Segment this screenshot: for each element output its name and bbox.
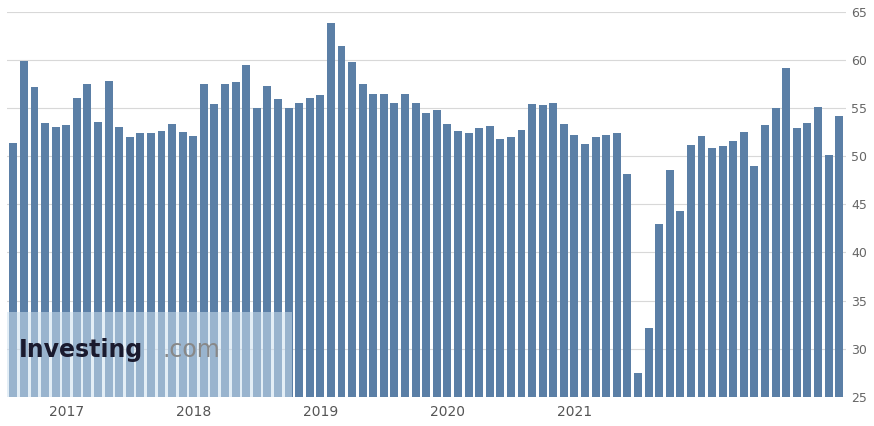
Bar (782, 68, 790, 426)
Bar (549, 104, 558, 426)
Bar (422, 113, 430, 426)
Bar (645, 328, 653, 426)
Bar (613, 133, 621, 426)
Bar (62, 125, 70, 426)
Bar (105, 81, 113, 426)
Bar (836, 116, 843, 426)
Bar (581, 144, 589, 426)
Bar (475, 128, 483, 426)
Bar (401, 94, 409, 426)
Bar (623, 173, 631, 426)
Text: .com: .com (162, 338, 220, 362)
Bar (306, 98, 314, 426)
Bar (656, 224, 663, 426)
Bar (316, 95, 324, 426)
Bar (517, 130, 525, 426)
Bar (465, 133, 473, 426)
Bar (380, 94, 388, 426)
Bar (221, 84, 229, 426)
Bar (190, 136, 198, 426)
Bar (253, 108, 260, 426)
Bar (761, 125, 769, 426)
Bar (115, 127, 123, 426)
Bar (433, 110, 440, 426)
Bar (803, 123, 811, 426)
Bar (31, 87, 38, 426)
Bar (538, 105, 546, 426)
FancyBboxPatch shape (7, 312, 292, 397)
Bar (20, 61, 28, 426)
Bar (52, 127, 59, 426)
Bar (136, 133, 144, 426)
Bar (666, 170, 674, 426)
Bar (602, 135, 610, 426)
Bar (740, 132, 748, 426)
Bar (708, 147, 716, 426)
Bar (454, 131, 462, 426)
Bar (528, 104, 536, 426)
Bar (327, 23, 335, 426)
Bar (496, 139, 504, 426)
Bar (793, 128, 801, 426)
Bar (412, 104, 420, 426)
Bar (676, 211, 684, 426)
Bar (10, 143, 17, 426)
Bar (232, 82, 239, 426)
Bar (157, 131, 165, 426)
Bar (592, 137, 600, 426)
Bar (178, 132, 187, 426)
Bar (634, 373, 642, 426)
Bar (814, 107, 822, 426)
Bar (751, 166, 759, 426)
Bar (443, 124, 451, 426)
Bar (94, 121, 102, 426)
Bar (274, 98, 282, 426)
Bar (200, 84, 208, 426)
Bar (486, 127, 494, 426)
Bar (772, 108, 780, 426)
Bar (126, 137, 134, 426)
Bar (211, 104, 218, 426)
Bar (168, 124, 176, 426)
Bar (697, 136, 705, 426)
Bar (242, 65, 250, 426)
Bar (147, 133, 155, 426)
Bar (560, 124, 568, 426)
Bar (295, 104, 303, 426)
Bar (507, 137, 515, 426)
Bar (83, 84, 92, 426)
Bar (41, 123, 49, 426)
Bar (824, 155, 833, 426)
Bar (729, 141, 738, 426)
Bar (718, 146, 726, 426)
Bar (73, 98, 80, 426)
Text: Investing: Investing (18, 338, 143, 362)
Bar (285, 108, 293, 426)
Bar (358, 84, 367, 426)
Bar (571, 135, 579, 426)
Bar (348, 62, 356, 426)
Bar (391, 104, 399, 426)
Bar (263, 86, 271, 426)
Bar (687, 145, 695, 426)
Bar (370, 94, 378, 426)
Bar (337, 46, 345, 426)
